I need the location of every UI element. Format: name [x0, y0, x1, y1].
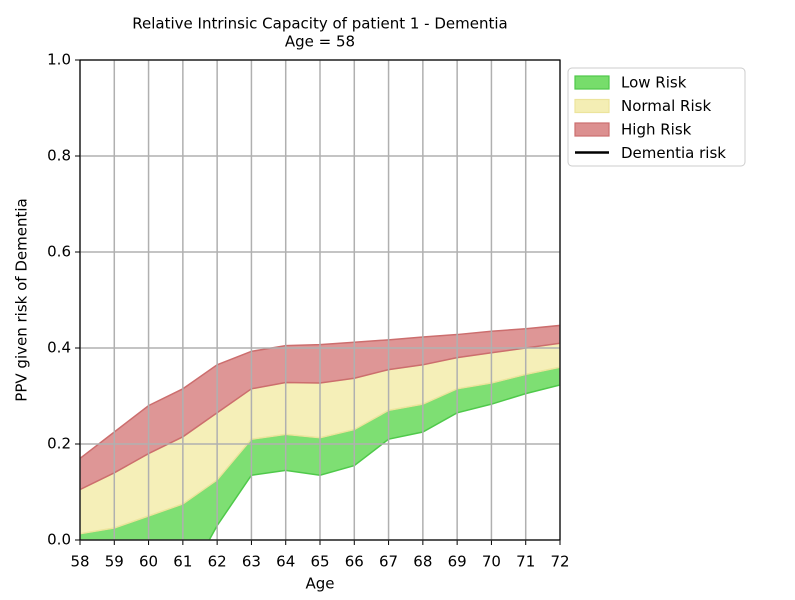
x-axis-label: Age [305, 575, 334, 593]
y-axis-label: PPV given risk of Dementia [13, 198, 31, 401]
x-tick-label: 70 [482, 553, 501, 571]
x-tick-label: 60 [139, 553, 158, 571]
chart-title: Relative Intrinsic Capacity of patient 1… [132, 15, 507, 33]
y-tick-label: 1.0 [47, 51, 71, 69]
x-tick-label: 65 [310, 553, 329, 571]
axes-frame [79, 59, 561, 541]
y-tick-label: 0.6 [47, 243, 71, 261]
x-tick-label: 68 [413, 553, 432, 571]
x-tick-label: 67 [379, 553, 398, 571]
legend-label: Low Risk [621, 74, 687, 92]
x-tick-label: 71 [516, 553, 535, 571]
grid: 58 59 60 61 62 63 64 65 66 67 68 69 70 71 72 0.0 0.2 0.4 0… [47, 51, 569, 571]
x-tick-label: 64 [276, 553, 295, 571]
legend-label: High Risk [621, 121, 692, 139]
legend-swatch [574, 98, 610, 114]
legend-label: Dementia risk [621, 144, 726, 162]
x-tick-label: 58 [70, 553, 89, 571]
legend-box [567, 67, 746, 167]
y-tick-label: 0.0 [47, 531, 71, 549]
legend-swatch [574, 122, 610, 137]
x-tick-label: 72 [550, 553, 569, 571]
legend: Low Risk Normal Risk High Risk Dementia ris… [567, 67, 746, 167]
x-tick-label: 61 [173, 553, 192, 571]
x-tick-label: 66 [345, 553, 364, 571]
x-tick-label: 63 [242, 553, 261, 571]
x-tick-label: 62 [208, 553, 227, 571]
y-tick-label: 0.8 [47, 147, 71, 165]
x-tick-label: 59 [105, 553, 124, 571]
legend-label: Normal Risk [621, 97, 711, 115]
chart-subtitle: Age = 58 [285, 33, 355, 51]
y-tick-label: 0.4 [47, 339, 71, 357]
legend-swatch [574, 75, 610, 90]
y-tick-label: 0.2 [47, 435, 71, 453]
x-tick-label: 69 [448, 553, 467, 571]
